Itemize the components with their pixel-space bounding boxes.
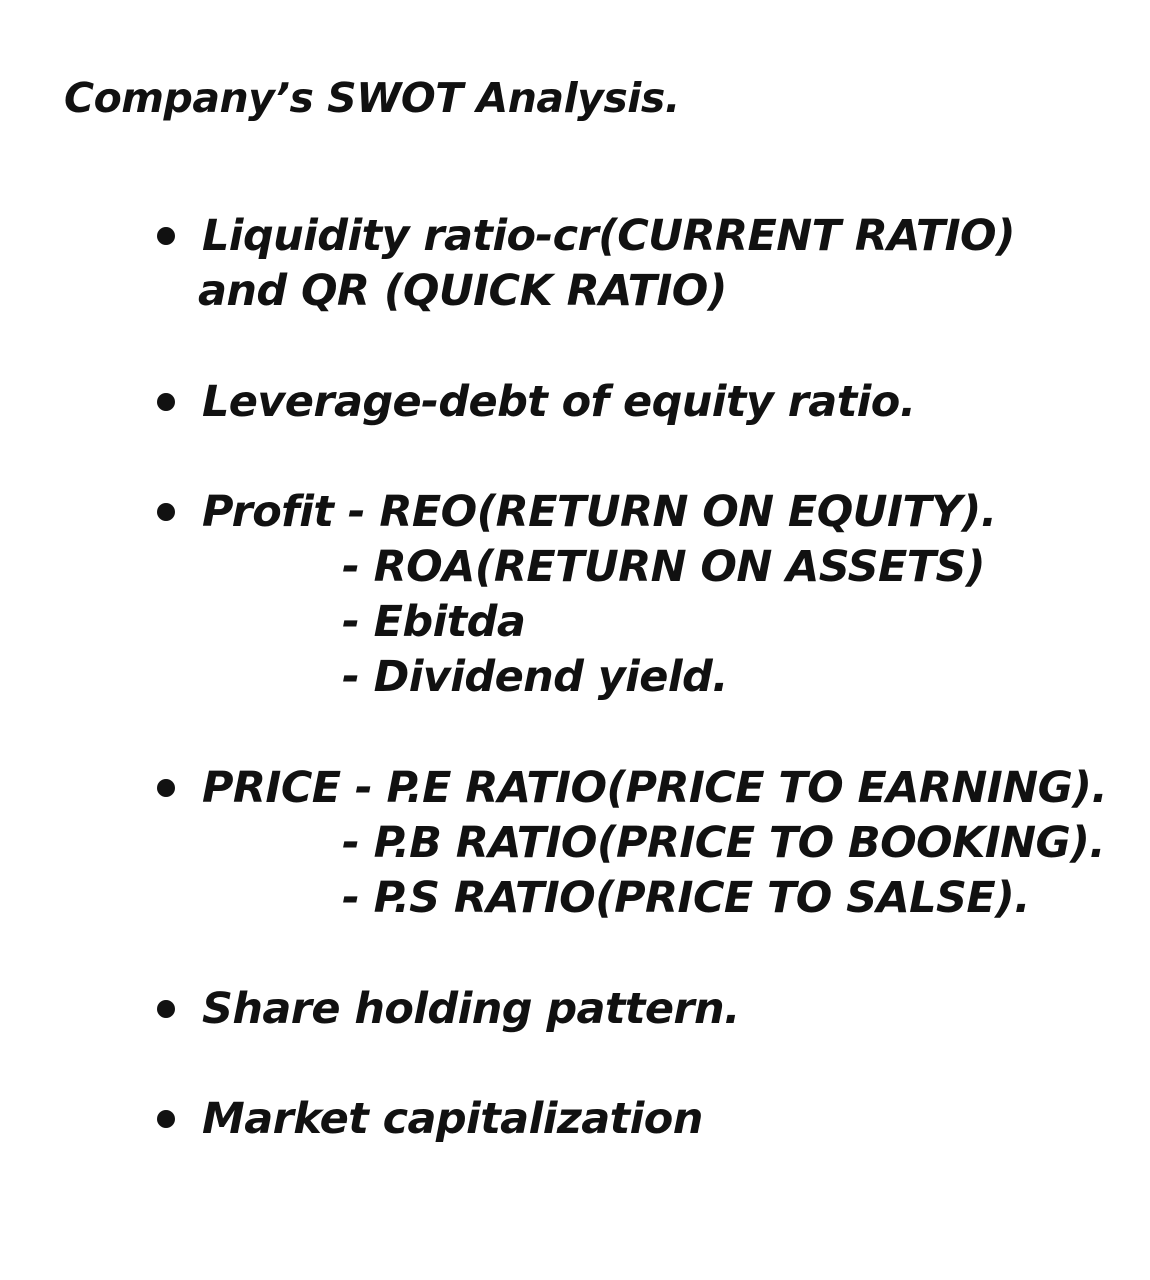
list-item-line: Share holding pattern. — [202, 984, 740, 1034]
bullet-icon — [157, 1110, 175, 1128]
bullet-icon — [157, 779, 175, 797]
list-item-subline: - P.S RATIO(PRICE TO SALSE). — [342, 873, 1031, 923]
list-item-line: Liquidity ratio-cr(CURRENT RATIO) — [202, 211, 1016, 261]
bullet-icon — [157, 1000, 175, 1018]
list-item-line: PRICE - P.E RATIO(PRICE TO EARNING). — [202, 763, 1108, 813]
document-title: Company’s SWOT Analysis. — [64, 74, 680, 122]
list-item-line: Market capitalization — [202, 1094, 703, 1144]
list-item-line: and QR (QUICK RATIO) — [198, 266, 727, 316]
list-item-subline: - P.B RATIO(PRICE TO BOOKING). — [342, 818, 1106, 868]
list-item-subline: - Dividend yield. — [342, 652, 729, 702]
bullet-icon — [157, 503, 175, 521]
bullet-icon — [157, 393, 175, 411]
list-item-subline: - ROA(RETURN ON ASSETS) — [342, 542, 986, 592]
bullet-icon — [157, 227, 175, 245]
list-item-subline: - Ebitda — [342, 597, 526, 647]
list-item-line: Profit - REO(RETURN ON EQUITY). — [202, 487, 997, 537]
list-item-line: Leverage-debt of equity ratio. — [202, 377, 916, 427]
